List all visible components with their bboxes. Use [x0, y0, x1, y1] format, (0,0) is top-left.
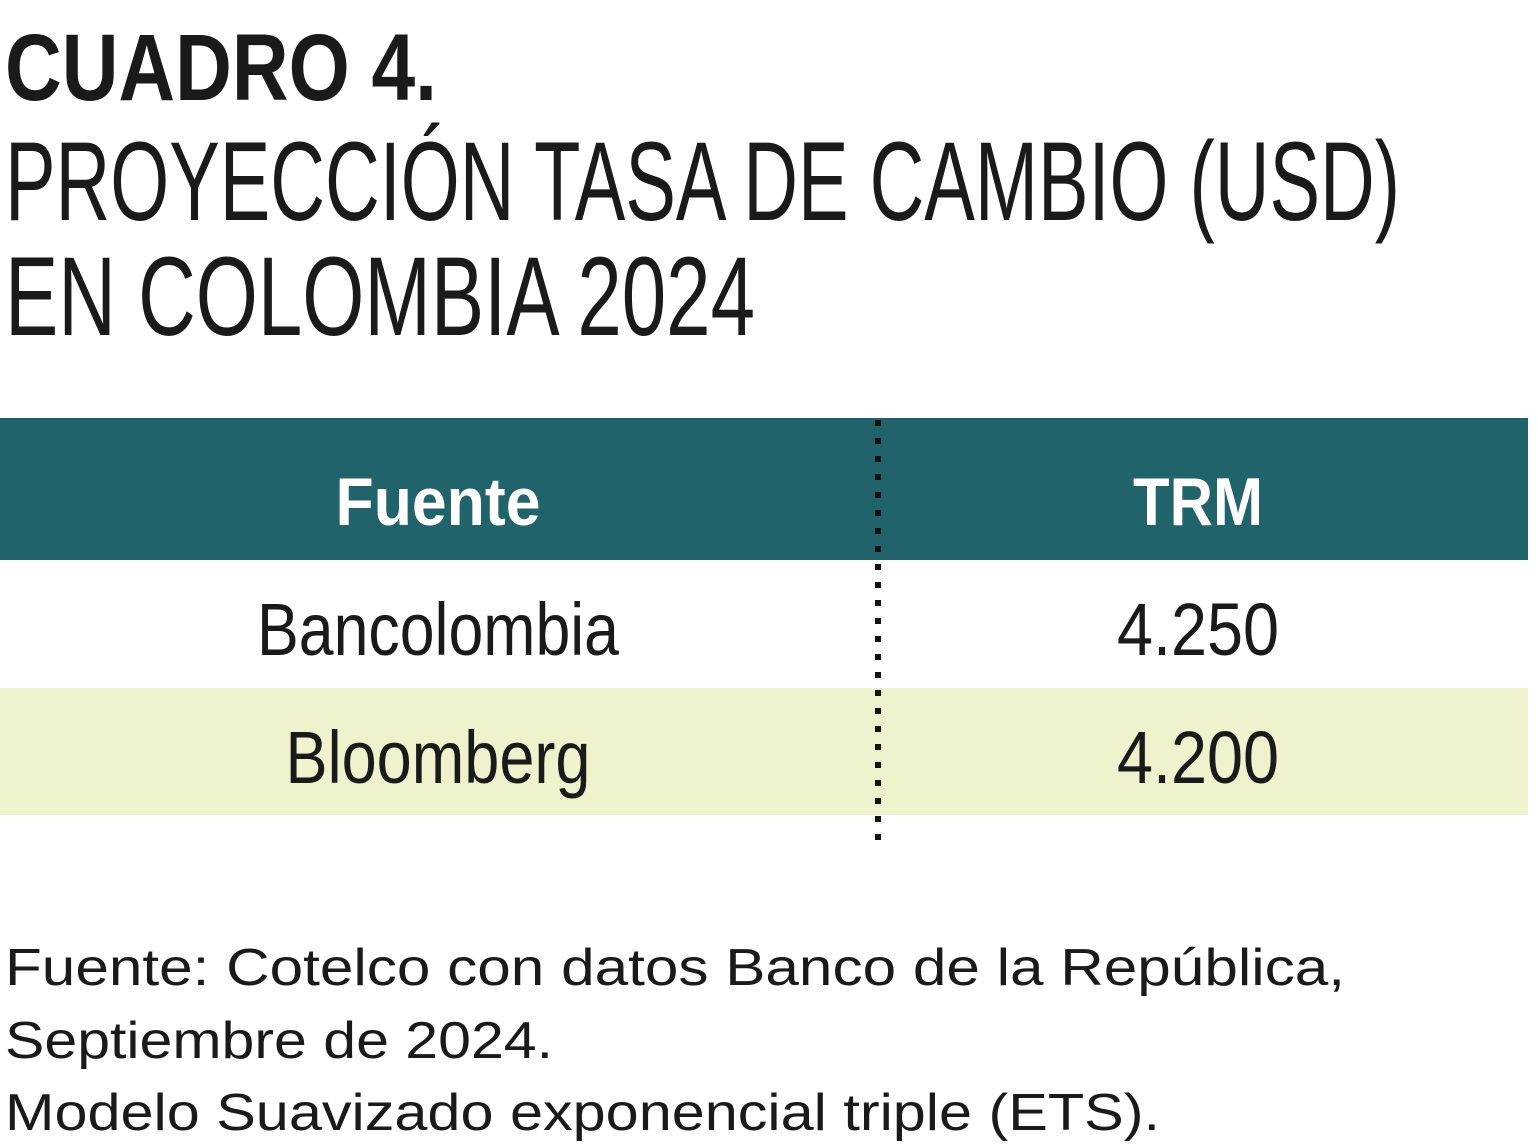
table-title: PROYECCIÓN TASA DE CAMBIO (USD)	[5, 119, 1400, 244]
table-label: CUADRO 4.	[5, 15, 437, 121]
cell: Bloomberg	[286, 716, 591, 799]
cell: 4.200	[1117, 716, 1279, 799]
cell: Bancolombia	[257, 588, 620, 671]
footnote: Modelo Suavizado exponencial triple (ETS…	[5, 1084, 1160, 1142]
cell: 4.250	[1117, 588, 1279, 671]
striped-row	[0, 688, 1528, 815]
table-title: EN COLOMBIA 2024	[5, 234, 755, 359]
column-header: TRM	[1133, 464, 1263, 540]
footnote: Septiembre de 2024.	[5, 1012, 553, 1070]
header-row	[0, 418, 1528, 560]
column-header: Fuente	[336, 464, 541, 540]
footnote: Fuente: Cotelco con datos Banco de la Re…	[5, 939, 1345, 997]
